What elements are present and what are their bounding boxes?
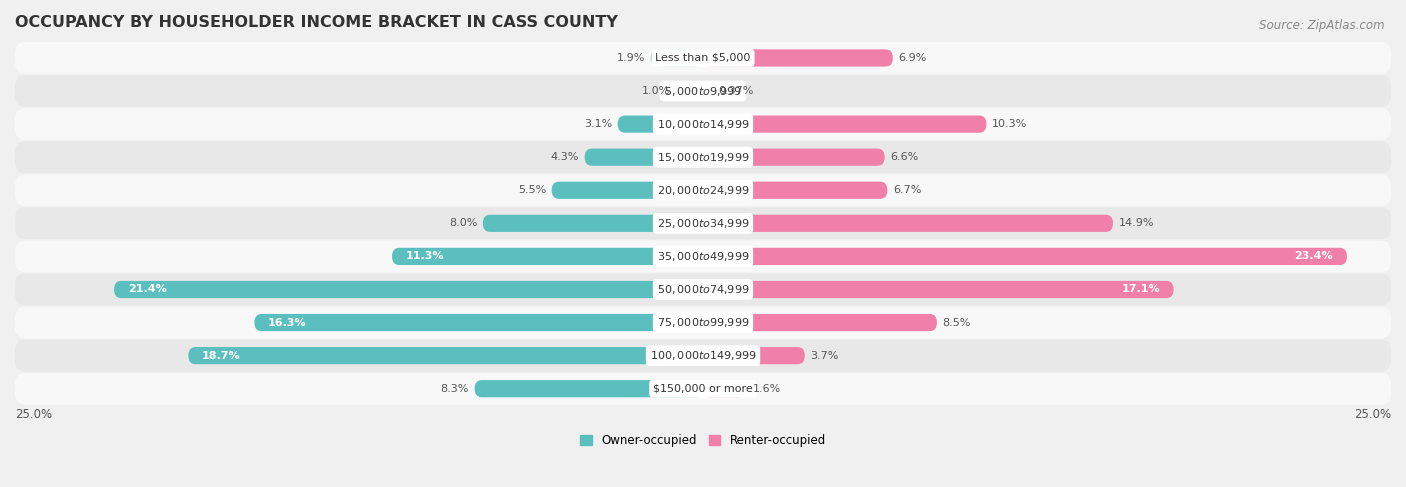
Text: OCCUPANCY BY HOUSEHOLDER INCOME BRACKET IN CASS COUNTY: OCCUPANCY BY HOUSEHOLDER INCOME BRACKET …	[15, 15, 617, 30]
Text: $20,000 to $24,999: $20,000 to $24,999	[657, 184, 749, 197]
FancyBboxPatch shape	[651, 49, 703, 67]
Text: 3.7%: 3.7%	[810, 351, 839, 361]
FancyBboxPatch shape	[675, 82, 703, 100]
Text: $150,000 or more: $150,000 or more	[654, 384, 752, 393]
FancyBboxPatch shape	[254, 314, 703, 331]
Text: 8.0%: 8.0%	[449, 218, 477, 228]
Text: 3.1%: 3.1%	[583, 119, 612, 129]
Text: $100,000 to $149,999: $100,000 to $149,999	[650, 349, 756, 362]
FancyBboxPatch shape	[482, 215, 703, 232]
Text: Less than $5,000: Less than $5,000	[655, 53, 751, 63]
FancyBboxPatch shape	[703, 347, 804, 364]
FancyBboxPatch shape	[703, 248, 1347, 265]
FancyBboxPatch shape	[585, 149, 703, 166]
Text: 6.9%: 6.9%	[898, 53, 927, 63]
FancyBboxPatch shape	[703, 82, 713, 100]
FancyBboxPatch shape	[703, 380, 747, 397]
FancyBboxPatch shape	[703, 49, 893, 67]
Text: 4.3%: 4.3%	[551, 152, 579, 162]
FancyBboxPatch shape	[703, 281, 1174, 298]
Text: 25.0%: 25.0%	[15, 408, 52, 421]
Text: 6.6%: 6.6%	[890, 152, 918, 162]
Text: 1.6%: 1.6%	[752, 384, 780, 393]
FancyBboxPatch shape	[15, 141, 1391, 173]
Text: 14.9%: 14.9%	[1119, 218, 1154, 228]
Text: $50,000 to $74,999: $50,000 to $74,999	[657, 283, 749, 296]
Text: $25,000 to $34,999: $25,000 to $34,999	[657, 217, 749, 230]
FancyBboxPatch shape	[15, 274, 1391, 305]
FancyBboxPatch shape	[703, 215, 1114, 232]
Text: 25.0%: 25.0%	[1354, 408, 1391, 421]
FancyBboxPatch shape	[15, 42, 1391, 74]
FancyBboxPatch shape	[188, 347, 703, 364]
Text: 8.5%: 8.5%	[942, 318, 970, 328]
Text: $15,000 to $19,999: $15,000 to $19,999	[657, 150, 749, 164]
FancyBboxPatch shape	[617, 115, 703, 132]
FancyBboxPatch shape	[15, 108, 1391, 140]
Legend: Owner-occupied, Renter-occupied: Owner-occupied, Renter-occupied	[579, 434, 827, 447]
FancyBboxPatch shape	[551, 182, 703, 199]
Text: 21.4%: 21.4%	[128, 284, 166, 295]
FancyBboxPatch shape	[703, 149, 884, 166]
Text: 16.3%: 16.3%	[269, 318, 307, 328]
Text: $10,000 to $14,999: $10,000 to $14,999	[657, 117, 749, 131]
Text: 11.3%: 11.3%	[406, 251, 444, 262]
Text: 0.37%: 0.37%	[718, 86, 754, 96]
FancyBboxPatch shape	[114, 281, 703, 298]
FancyBboxPatch shape	[15, 174, 1391, 206]
Text: 5.5%: 5.5%	[517, 185, 546, 195]
Text: 8.3%: 8.3%	[440, 384, 470, 393]
Text: 1.9%: 1.9%	[617, 53, 645, 63]
Text: 6.7%: 6.7%	[893, 185, 921, 195]
FancyBboxPatch shape	[703, 182, 887, 199]
Text: 17.1%: 17.1%	[1121, 284, 1160, 295]
FancyBboxPatch shape	[15, 373, 1391, 405]
FancyBboxPatch shape	[15, 307, 1391, 338]
FancyBboxPatch shape	[15, 75, 1391, 107]
FancyBboxPatch shape	[392, 248, 703, 265]
Text: 10.3%: 10.3%	[993, 119, 1028, 129]
Text: $5,000 to $9,999: $5,000 to $9,999	[664, 85, 742, 97]
Text: $75,000 to $99,999: $75,000 to $99,999	[657, 316, 749, 329]
FancyBboxPatch shape	[15, 241, 1391, 272]
Text: Source: ZipAtlas.com: Source: ZipAtlas.com	[1260, 19, 1385, 33]
FancyBboxPatch shape	[703, 314, 936, 331]
FancyBboxPatch shape	[475, 380, 703, 397]
Text: 1.0%: 1.0%	[641, 86, 671, 96]
FancyBboxPatch shape	[15, 340, 1391, 372]
FancyBboxPatch shape	[15, 207, 1391, 239]
FancyBboxPatch shape	[703, 115, 987, 132]
Text: $35,000 to $49,999: $35,000 to $49,999	[657, 250, 749, 263]
Text: 23.4%: 23.4%	[1295, 251, 1333, 262]
Text: 18.7%: 18.7%	[202, 351, 240, 361]
